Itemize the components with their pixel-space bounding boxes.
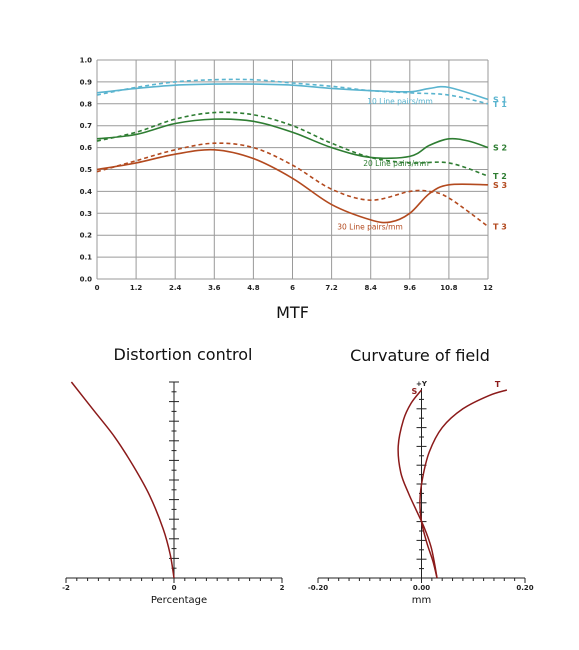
mtf-series-label: S 3 (493, 181, 507, 190)
mtf-y-tick-label: 0.5 (80, 166, 93, 174)
distortion-x-tick-label: -2 (62, 584, 70, 592)
mtf-line-pairs-annotation: 30 Line pairs/mm (337, 223, 403, 232)
distortion-x-tick-label: 0 (172, 584, 177, 592)
mtf-x-tick-label: 6 (290, 284, 295, 292)
mtf-series-label: S 1 (493, 95, 508, 104)
distortion-curve (70, 381, 175, 579)
mtf-y-tick-label: 0.2 (80, 232, 93, 240)
mtf-series-line (96, 142, 489, 228)
mtf-x-tick-label: 4.8 (247, 284, 260, 292)
mtf-y-tick-label: 0.8 (80, 100, 93, 108)
mtf-series-line (96, 78, 489, 105)
mtf-y-tick-label: 0.4 (80, 188, 93, 196)
distortion-x-label: Percentage (151, 595, 207, 606)
mtf-x-tick-label: 10.8 (440, 284, 457, 292)
curvature-title: Curvature of field (350, 346, 490, 365)
curvature-x-tick-label: 0.20 (516, 584, 533, 592)
mtf-line-pairs-annotation: 10 Line pairs/mm (367, 97, 433, 106)
distortion-title: Distortion control (114, 345, 253, 364)
curvature-x-tick-label: 0.00 (413, 584, 430, 592)
distortion-chart: -2 0 2 Distortion control Percentage (62, 345, 284, 606)
curvature-chart: -0.20 0.00 0.20 +YS T Curvature of field mm (308, 346, 534, 606)
mtf-x-tick-label: 9.6 (404, 284, 417, 292)
mtf-y-tick-label: 0.6 (80, 144, 93, 152)
mtf-x-tick-label: 1.2 (130, 284, 143, 292)
mtf-series-line (96, 83, 489, 101)
mtf-y-tick-label: 1.0 (80, 57, 93, 65)
mtf-x-tick-label: 12 (483, 284, 493, 292)
curvature-y-axis-label: +Y (416, 380, 428, 388)
mtf-y-tick-label: 0.3 (80, 210, 93, 218)
mtf-series-label: T 1 (493, 100, 507, 109)
curvature-series-line (397, 389, 438, 579)
curvature-series-label: T (495, 380, 501, 389)
mtf-series-label: S 2 (493, 144, 507, 153)
mtf-series-line (96, 118, 489, 160)
mtf-y-tick-label: 0.7 (80, 122, 93, 130)
mtf-title: MTF (276, 303, 309, 322)
mtf-y-tick-label: 0.0 (80, 276, 93, 284)
mtf-series-line (96, 111, 489, 177)
mtf-y-tick-label: 0.1 (80, 254, 93, 262)
mtf-x-tick-label: 2.4 (169, 284, 182, 292)
mtf-x-tick-label: 8.4 (364, 284, 377, 292)
mtf-y-tick-label: 0.9 (80, 78, 93, 86)
mtf-x-tick-label: 0 (95, 284, 100, 292)
mtf-chart: 0 1.2 2.4 3.6 4.8 6 7.2 8.4 9.6 10.8 12 0.0 0.1 0.2 0.… (80, 57, 508, 323)
mtf-series-line (96, 148, 489, 224)
mtf-line-pairs-annotation: 20 Line pairs/mm (363, 159, 429, 168)
distortion-x-tick-label: 2 (280, 584, 285, 592)
mtf-series-label: T 3 (493, 222, 507, 231)
curvature-x-tick-label: -0.20 (308, 584, 328, 592)
mtf-x-tick-label: 7.2 (325, 284, 338, 292)
curvature-series-label: S (412, 387, 418, 396)
mtf-x-tick-label: 3.6 (208, 284, 221, 292)
curvature-series-line (419, 389, 508, 579)
mtf-series-label: T 2 (493, 172, 507, 181)
curvature-x-label: mm (412, 595, 431, 606)
